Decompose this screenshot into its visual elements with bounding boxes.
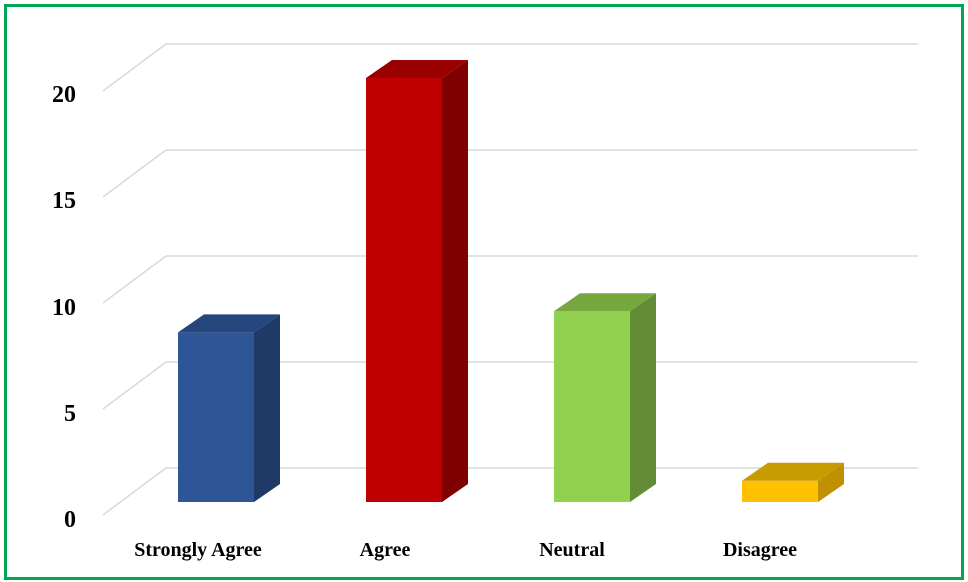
bar-top xyxy=(178,314,280,333)
gridline-edge xyxy=(102,255,167,304)
gridline-edge xyxy=(102,467,167,516)
bar-side xyxy=(442,60,468,502)
bar-top xyxy=(742,462,844,481)
bars xyxy=(178,60,844,502)
gridline-edge xyxy=(102,361,167,410)
category-label: Neutral xyxy=(539,539,605,561)
y-tick-label: 20 xyxy=(52,82,76,108)
gridline-edge xyxy=(102,149,167,198)
y-tick-label: 15 xyxy=(52,188,76,214)
bar-top xyxy=(366,60,468,78)
bar-top xyxy=(554,293,656,312)
x-axis-categories: Strongly Agree Agree Neutral Disagree xyxy=(134,539,797,561)
y-tick-label: 0 xyxy=(64,507,76,533)
gridline-edge xyxy=(102,43,167,92)
y-tick-label: 5 xyxy=(64,401,76,427)
category-label: Agree xyxy=(360,539,411,561)
category-label: Disagree xyxy=(723,539,797,561)
bar-front xyxy=(742,480,818,502)
bar xyxy=(366,60,468,502)
y-tick-label: 10 xyxy=(52,295,76,321)
bar-front xyxy=(178,332,254,502)
bar-front xyxy=(366,78,442,502)
bar-side xyxy=(254,314,280,502)
category-label: Strongly Agree xyxy=(134,539,262,561)
bar xyxy=(742,462,844,502)
bar xyxy=(178,314,280,502)
bar-front xyxy=(554,311,630,502)
bar-side xyxy=(630,293,656,502)
bar xyxy=(554,293,656,502)
bar-side xyxy=(818,462,844,502)
y-axis-ticks: 0 5 10 15 20 xyxy=(52,82,76,533)
